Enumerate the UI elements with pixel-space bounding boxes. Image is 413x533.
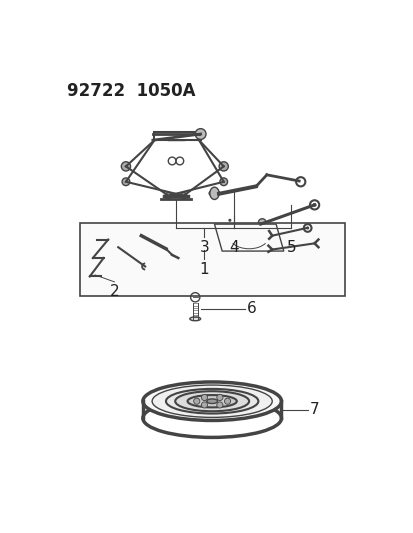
Circle shape bbox=[201, 394, 207, 401]
Text: 1: 1 bbox=[199, 262, 209, 277]
Text: 3: 3 bbox=[199, 240, 209, 255]
Ellipse shape bbox=[190, 317, 200, 321]
Circle shape bbox=[180, 192, 186, 199]
Text: 7: 7 bbox=[309, 402, 319, 417]
Circle shape bbox=[312, 203, 316, 206]
Ellipse shape bbox=[175, 391, 249, 411]
Ellipse shape bbox=[152, 385, 272, 417]
Bar bbox=[80, 223, 344, 296]
Circle shape bbox=[165, 192, 171, 199]
Ellipse shape bbox=[166, 389, 258, 414]
Ellipse shape bbox=[187, 395, 236, 407]
Ellipse shape bbox=[206, 399, 217, 403]
Text: 4: 4 bbox=[228, 240, 238, 255]
Circle shape bbox=[193, 398, 199, 405]
Ellipse shape bbox=[209, 190, 219, 196]
Bar bbox=[154, 133, 200, 140]
Circle shape bbox=[122, 178, 129, 185]
Circle shape bbox=[195, 128, 206, 140]
Circle shape bbox=[258, 219, 266, 227]
Text: 92722  1050A: 92722 1050A bbox=[66, 82, 195, 100]
Ellipse shape bbox=[142, 382, 281, 421]
Ellipse shape bbox=[209, 187, 218, 199]
Circle shape bbox=[228, 219, 231, 222]
Circle shape bbox=[216, 402, 223, 408]
Circle shape bbox=[224, 398, 230, 405]
Text: 5: 5 bbox=[286, 240, 296, 255]
Circle shape bbox=[219, 178, 227, 185]
Circle shape bbox=[216, 394, 223, 401]
Circle shape bbox=[201, 402, 207, 408]
Text: 6: 6 bbox=[246, 301, 256, 316]
Circle shape bbox=[218, 161, 228, 171]
Circle shape bbox=[305, 227, 309, 230]
Text: 2: 2 bbox=[109, 284, 119, 299]
Circle shape bbox=[121, 161, 130, 171]
